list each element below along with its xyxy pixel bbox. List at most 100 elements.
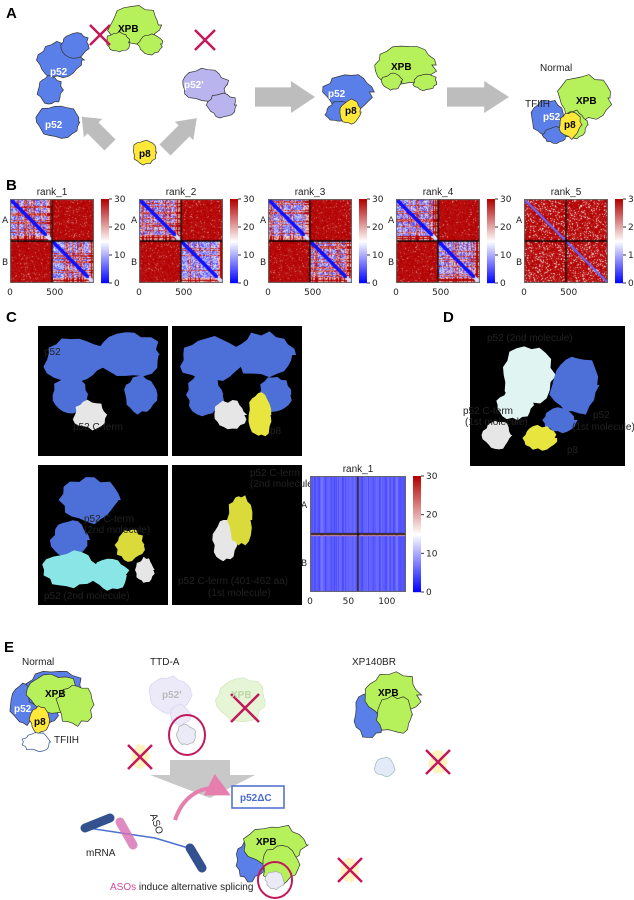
p52-surface <box>124 375 158 415</box>
normal-label: Normal <box>540 63 572 74</box>
colorbar-segment <box>413 546 421 548</box>
colorbar-segment <box>101 232 109 234</box>
colorbar-segment <box>413 542 421 544</box>
colorbar-segment <box>615 250 623 252</box>
colorbar-segment <box>359 241 367 243</box>
colorbar-segment <box>615 217 623 219</box>
structure-surfaces <box>42 331 600 591</box>
colorbar-segment <box>359 247 367 249</box>
colorbar-segment <box>413 549 421 551</box>
colorbar-segment <box>230 274 238 276</box>
colorbar-segment <box>615 222 623 224</box>
colorbar-segment <box>487 265 495 267</box>
colorbar-segment <box>413 567 421 569</box>
colorbar-segment <box>487 199 495 201</box>
colorbar-segment <box>101 259 109 261</box>
colorbar-segment <box>359 255 367 257</box>
cterm-1st-label: p52 C-term (401-462 aa) <box>178 576 288 587</box>
p52-label: p52 <box>45 120 63 131</box>
colorbar-segment <box>230 210 238 212</box>
row-label: A <box>301 501 308 511</box>
colorbar-tick-label: 20 <box>500 223 512 233</box>
colorbar-segment <box>615 278 623 280</box>
colorbar-segment <box>359 279 367 281</box>
colorbar-segment <box>413 510 421 512</box>
colorbar-segment <box>487 216 495 218</box>
colorbar-segment <box>230 281 238 283</box>
colorbar-segment <box>615 271 623 273</box>
p52-2nd-surface <box>503 346 557 404</box>
colorbar-segment <box>359 206 367 208</box>
row-label: B <box>260 258 266 268</box>
colorbar-segment <box>230 206 238 208</box>
colorbar-segment <box>101 253 109 255</box>
x-tick-label: 0 <box>7 288 13 298</box>
p52-2nd-surface <box>91 558 130 591</box>
colorbar-segment <box>487 223 495 225</box>
colorbar-segment <box>230 255 238 257</box>
colorbar-segment <box>487 252 495 254</box>
colorbar-segment <box>413 481 421 483</box>
colorbar-segment <box>101 229 109 231</box>
x-tick-label: 50 <box>343 597 355 607</box>
colorbar-segment <box>413 570 421 572</box>
colorbar-segment <box>359 233 367 235</box>
colorbar-segment <box>487 248 495 250</box>
colorbar-segment <box>413 485 421 487</box>
colorbar-segment <box>487 220 495 222</box>
p52-surface <box>52 376 89 414</box>
panel-label-e: E <box>4 639 14 656</box>
mrna-line <box>87 827 196 851</box>
colorbar-segment <box>101 236 109 238</box>
colorbar-segment <box>615 221 623 223</box>
x-tick-label: 500 <box>175 288 192 298</box>
colorbar-segment <box>487 266 495 268</box>
colorbar-segment <box>101 218 109 220</box>
colorbar-segment <box>359 199 367 201</box>
heatmap-title: rank_1 <box>37 187 68 198</box>
colorbar-segment <box>413 495 421 497</box>
cross-icon <box>230 693 260 723</box>
colorbar-segment <box>487 241 495 243</box>
colorbar-segment <box>487 256 495 258</box>
colorbar-segment <box>230 251 238 253</box>
xpb-label: XPB <box>391 62 412 73</box>
heatmap-rank_2 <box>139 199 223 283</box>
colorbar-segment <box>487 230 495 232</box>
row-label: B <box>131 258 137 268</box>
heatmap-title: rank_2 <box>166 187 197 198</box>
colorbar-segment <box>230 261 238 263</box>
colorbar-segment <box>615 231 623 233</box>
colorbar-segment <box>487 201 495 203</box>
colorbar-segment <box>413 547 421 549</box>
colorbar-tick-label: 10 <box>243 251 255 261</box>
xpb-label: XPB <box>231 690 252 701</box>
colorbar-segment <box>359 224 367 226</box>
colorbar-tick-label: 0 <box>372 279 378 289</box>
colorbar-segment <box>413 504 421 506</box>
colorbar-segment <box>359 253 367 255</box>
x-tick-label: 0 <box>521 288 527 298</box>
xpb-shape <box>412 73 438 92</box>
colorbar-segment <box>615 226 623 228</box>
colorbar-segment <box>413 582 421 584</box>
colorbar-segment <box>359 278 367 280</box>
colorbar-segment <box>230 227 238 229</box>
colorbar-segment <box>359 254 367 256</box>
colorbar-segment <box>230 226 238 228</box>
colorbar-segment <box>230 240 238 242</box>
colorbar-segment <box>487 268 495 270</box>
colorbar-segment <box>230 231 238 233</box>
colorbar-segment <box>615 266 623 268</box>
heatmap-rank_1 <box>10 199 94 283</box>
colorbar-segment <box>230 262 238 264</box>
panel-label-a: A <box>6 5 17 22</box>
colorbar-tick-label: 10 <box>372 251 384 261</box>
colorbar-segment <box>413 571 421 573</box>
colorbar-segment <box>487 275 495 277</box>
colorbar-segment <box>413 576 421 578</box>
colorbar-segment <box>359 266 367 268</box>
colorbar-segment <box>615 230 623 232</box>
